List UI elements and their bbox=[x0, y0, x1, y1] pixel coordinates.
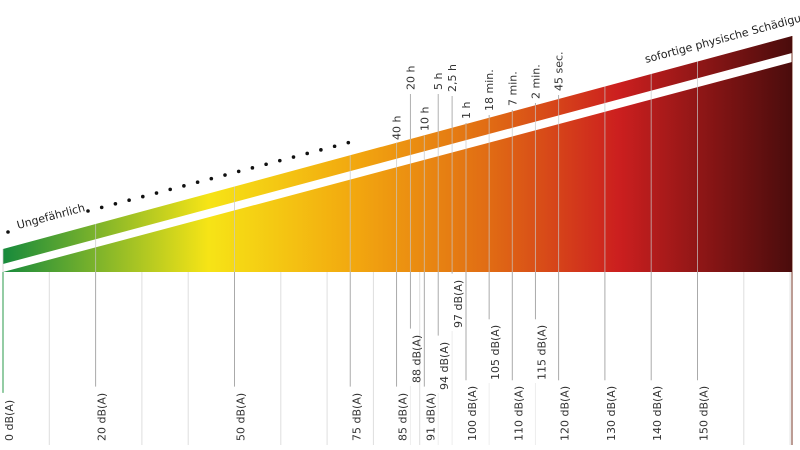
dot bbox=[305, 151, 310, 156]
dot bbox=[99, 205, 104, 210]
dot bbox=[346, 140, 351, 145]
exposure-time-label: 40 h bbox=[391, 116, 404, 140]
exposure-time-label: 18 min. bbox=[483, 69, 496, 111]
dot bbox=[319, 148, 323, 152]
exposure-time-label: 1 h bbox=[460, 102, 473, 119]
dot bbox=[291, 155, 296, 159]
dot bbox=[195, 180, 200, 185]
dot bbox=[332, 144, 337, 149]
db-label: 105 dB(A) bbox=[489, 325, 502, 380]
db-label: 120 dB(A) bbox=[559, 386, 572, 441]
exposure-time-label: 10 h bbox=[418, 107, 431, 131]
dot bbox=[154, 191, 159, 195]
dot bbox=[278, 158, 282, 163]
exposure-time-label: 2 min. bbox=[529, 64, 542, 99]
dot bbox=[113, 202, 118, 206]
exposure-time-label: 7 min. bbox=[506, 71, 519, 106]
lower-wedge bbox=[3, 62, 792, 272]
dot bbox=[6, 230, 10, 234]
dot bbox=[141, 194, 145, 199]
dot bbox=[182, 184, 186, 188]
dot bbox=[264, 162, 268, 167]
db-label: 94 dB(A) bbox=[438, 342, 451, 390]
db-label: 0 dB(A) bbox=[3, 400, 16, 441]
upper-band bbox=[3, 36, 792, 264]
db-label: 110 dB(A) bbox=[512, 386, 525, 441]
db-label: 20 dB(A) bbox=[96, 393, 109, 441]
exposure-time-label: 45 sec. bbox=[553, 51, 566, 91]
db-label: 75 dB(A) bbox=[350, 393, 363, 441]
exposure-time-label: 2,5 h bbox=[446, 64, 459, 92]
db-label: 150 dB(A) bbox=[698, 386, 711, 441]
exposure-time-label: 20 h bbox=[404, 66, 417, 90]
dot bbox=[168, 187, 172, 192]
db-label: 85 dB(A) bbox=[397, 393, 410, 441]
dot bbox=[223, 173, 227, 177]
safe-label: Ungefährlich bbox=[15, 201, 86, 232]
exposure-time-label: 5 h bbox=[432, 73, 445, 90]
db-label: 115 dB(A) bbox=[535, 325, 548, 380]
db-label: 130 dB(A) bbox=[605, 386, 618, 441]
dot bbox=[209, 176, 214, 181]
db-label: 100 dB(A) bbox=[466, 386, 479, 441]
db-label: 91 dB(A) bbox=[424, 393, 437, 441]
db-label: 140 dB(A) bbox=[651, 386, 664, 441]
dot bbox=[86, 209, 90, 213]
db-label: 50 dB(A) bbox=[235, 393, 248, 441]
dot bbox=[127, 198, 131, 203]
db-label: 88 dB(A) bbox=[410, 335, 423, 383]
db-label: 97 dB(A) bbox=[452, 280, 465, 328]
dot bbox=[250, 166, 255, 170]
dot bbox=[236, 169, 241, 174]
